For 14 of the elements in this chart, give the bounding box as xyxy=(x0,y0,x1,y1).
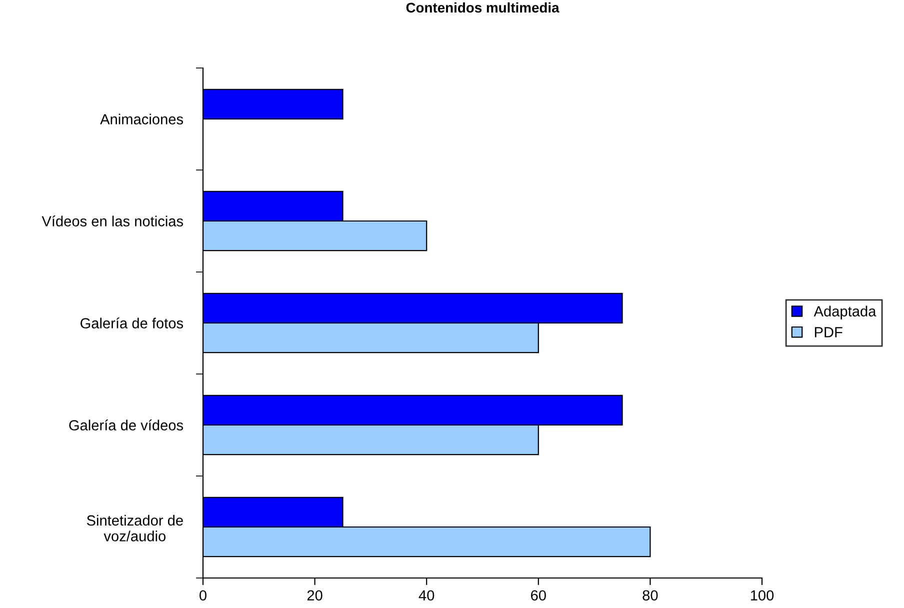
x-tick-label: 0 xyxy=(200,590,206,601)
x-tick-label: 40 xyxy=(418,590,434,601)
legend-label: Adaptada xyxy=(814,306,876,320)
legend-label: PDF xyxy=(814,327,842,338)
y-tick-label: Animaciones xyxy=(100,114,184,124)
y-tick-label: Galería de fotos xyxy=(80,318,184,328)
y-tick-label: Sintetizador de voz/audio xyxy=(86,514,183,542)
y-tick-label: Galería de vídeos xyxy=(69,420,184,430)
x-tick-label: 80 xyxy=(642,590,658,601)
x-tick-label: 60 xyxy=(531,590,546,601)
y-tick-label: Vídeos en las noticias xyxy=(42,216,184,226)
chart-title: Contenidos multimedia xyxy=(406,2,560,13)
x-tick-label: 100 xyxy=(750,590,774,601)
x-tick-label: 20 xyxy=(307,590,322,601)
